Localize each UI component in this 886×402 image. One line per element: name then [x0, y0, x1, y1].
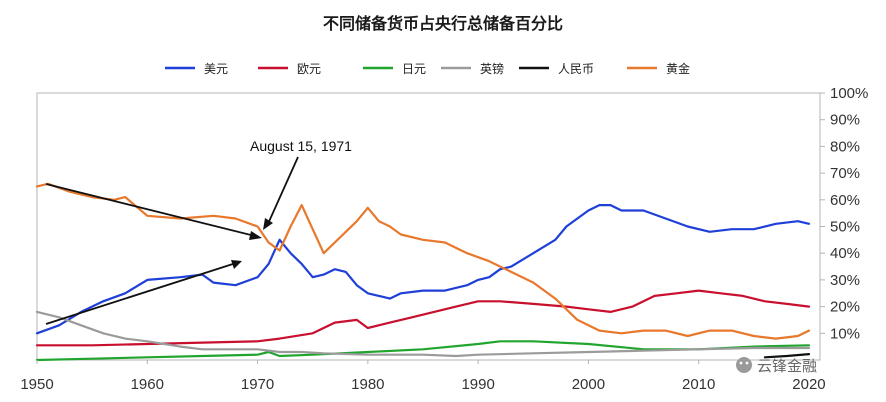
- y-tick-label: 90%: [830, 112, 860, 129]
- plot-frame: [36, 92, 821, 361]
- wechat-icon-eye: [739, 361, 743, 365]
- series-line-3: [35, 310, 811, 358]
- legend: 美元 欧元 日元 英镑 人民币 黄金: [165, 61, 690, 76]
- trend-arrowhead-usd: [231, 260, 242, 269]
- chart-title: 不同储备货币占央行总储备百分比: [323, 14, 563, 33]
- x-tick-label: 1980: [351, 376, 384, 393]
- annotation-arrowhead: [263, 218, 273, 230]
- x-tick-label: 1970: [241, 376, 274, 393]
- legend-label-5: 黄金: [666, 61, 690, 76]
- y-tick-label: 50%: [830, 219, 860, 236]
- y-tick-label: 10%: [830, 325, 860, 342]
- y-tick-label: 30%: [830, 272, 860, 289]
- y-tick-label: 60%: [830, 192, 860, 209]
- x-tick-label: 2010: [682, 376, 715, 393]
- annotation-arrow: [266, 156, 299, 227]
- annotation-label: August 15, 1971: [250, 138, 352, 154]
- trend-arrow-usd: [45, 262, 237, 325]
- series-line-0: [35, 204, 811, 335]
- y-axis: 10% 20% 30% 40% 50% 60% 70% 80% 90% 100%: [820, 85, 868, 342]
- y-tick-label: 40%: [830, 245, 860, 262]
- wechat-icon: [736, 357, 752, 373]
- x-axis: 1950 1960 1970 1980 1990 2000 2010 2020: [20, 360, 826, 393]
- y-tick-label: 100%: [830, 85, 868, 102]
- series-line-4: [763, 353, 811, 359]
- series-line-1: [35, 289, 811, 347]
- legend-label-2: 日元: [402, 62, 426, 76]
- annotation: August 15, 1971: [45, 138, 352, 325]
- legend-label-4: 人民币: [558, 62, 594, 76]
- y-tick-label: 80%: [830, 138, 860, 155]
- trend-arrowhead-gold: [249, 231, 262, 240]
- trend-arrow-gold: [45, 183, 256, 237]
- legend-label-0: 美元: [204, 62, 228, 76]
- y-tick-label: 70%: [830, 165, 860, 182]
- y-tick-label: 20%: [830, 299, 860, 316]
- legend-label-3: 英镑: [480, 61, 504, 76]
- x-tick-label: 2000: [572, 376, 605, 393]
- series-layer: [35, 182, 811, 362]
- series-line-5: [35, 182, 811, 340]
- x-tick-label: 1960: [131, 376, 164, 393]
- x-tick-label: 2020: [792, 376, 825, 393]
- series-line-2: [35, 340, 811, 362]
- legend-label-1: 欧元: [297, 62, 321, 76]
- watermark: 云锋金融: [736, 357, 817, 375]
- watermark-text: 云锋金融: [757, 357, 817, 375]
- x-tick-label: 1950: [20, 376, 53, 393]
- wechat-icon-eye: [745, 361, 749, 365]
- x-tick-label: 1990: [461, 376, 494, 393]
